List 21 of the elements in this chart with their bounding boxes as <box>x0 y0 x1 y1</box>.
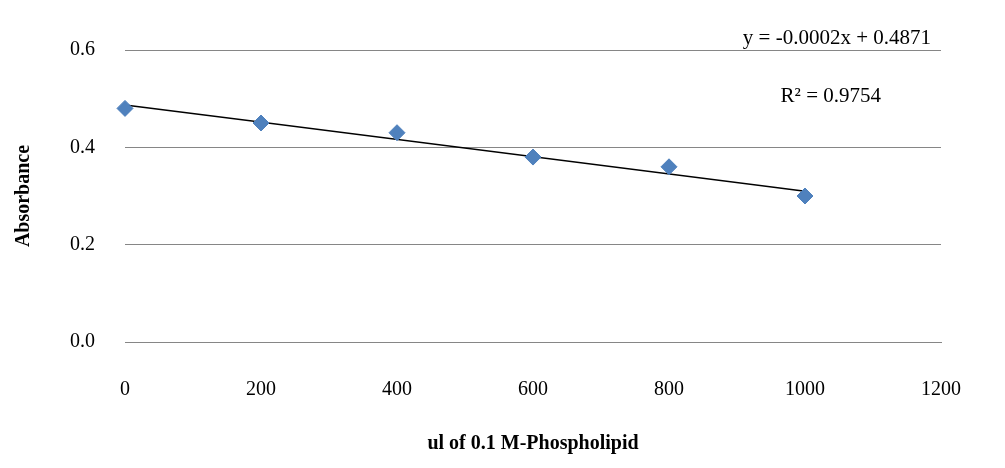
point <box>388 124 406 142</box>
x-tick-label: 0 <box>120 377 130 400</box>
point <box>524 148 542 166</box>
y-tick-label: 0.4 <box>70 134 95 157</box>
annotation: R² = 0.9754 <box>780 83 882 108</box>
x-tick-label: 600 <box>518 377 548 400</box>
y-axis-title: Absorbance <box>11 144 34 248</box>
x-tick-label: 800 <box>654 377 684 400</box>
point <box>252 114 270 132</box>
point <box>116 99 134 117</box>
point <box>660 158 678 176</box>
y-tick-label: 0.2 <box>70 231 95 254</box>
x-axis-title: ul of 0.1 M-Phospholipid <box>427 431 639 455</box>
x-tick-label: 1000 <box>785 377 825 400</box>
point <box>796 187 814 205</box>
x-tick-label: 400 <box>382 377 412 400</box>
x-tick-label: 200 <box>246 377 276 400</box>
y-tick-label: 0.0 <box>70 329 95 352</box>
x-tick-label: 1200 <box>921 377 961 400</box>
y-tick-label: 0.6 <box>70 37 95 60</box>
text: y = -0.0002x + 0.4871 <box>742 25 931 50</box>
